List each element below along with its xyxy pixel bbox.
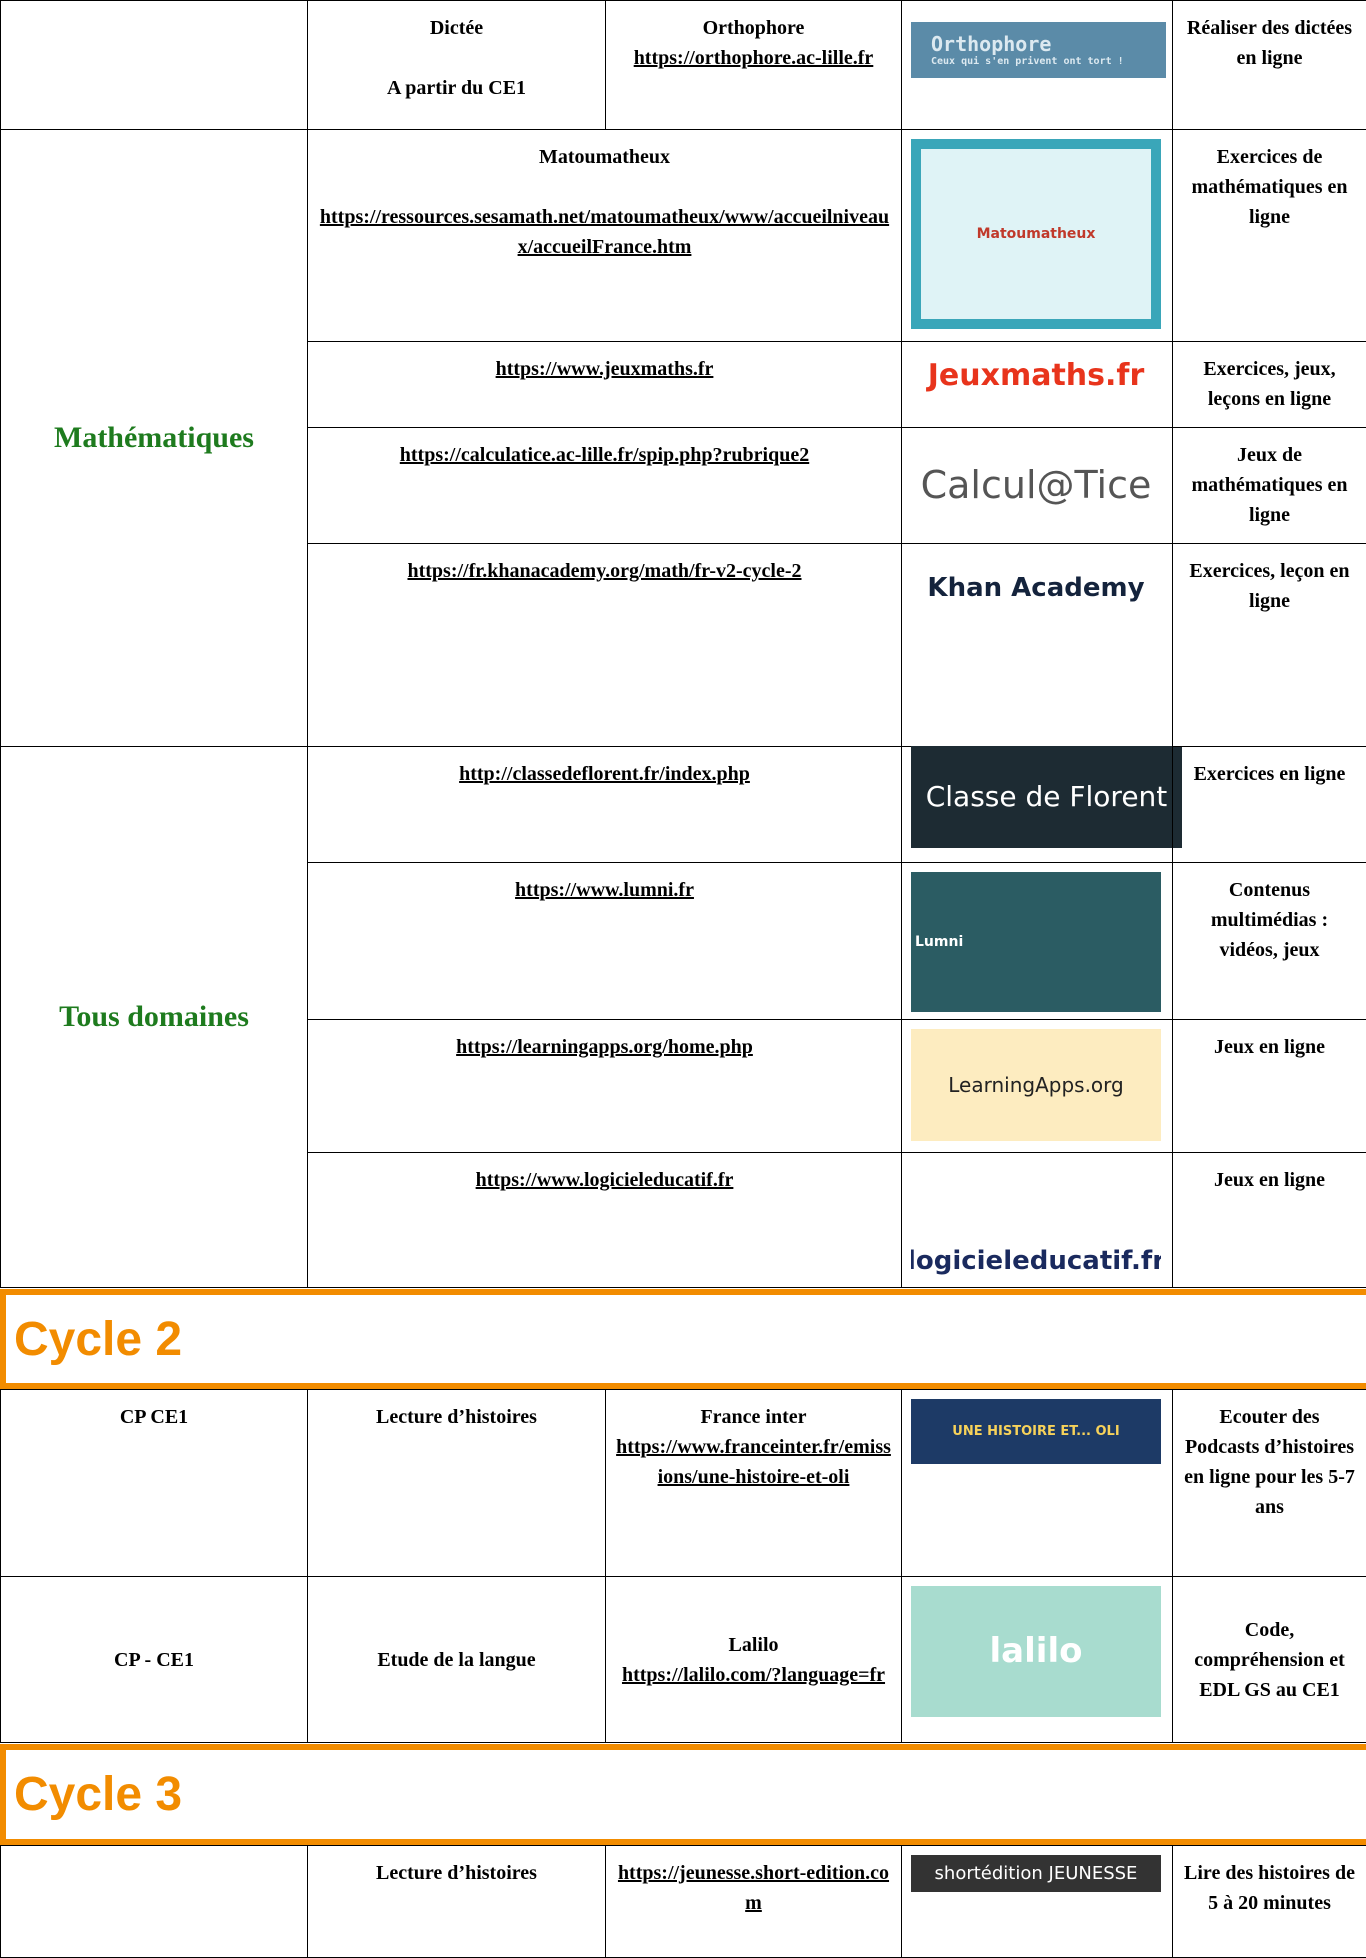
- logo-image: Calcul@Tice: [920, 463, 1152, 508]
- table-cell: [0, 0, 308, 130]
- table-cell: Dictée A partir du CE1: [307, 0, 606, 130]
- site-link[interactable]: https://fr.khanacademy.org/math/fr-v2-cy…: [407, 560, 802, 582]
- description: Jeux de mathématiques en ligne: [1191, 444, 1348, 526]
- table-cell: Matoumatheux https://ressources.sesamath.…: [307, 129, 902, 342]
- site-link[interactable]: http://classedeflorent.fr/index.php: [459, 763, 750, 785]
- table-cell: Lecture d’histoires: [307, 1845, 606, 1958]
- table-cell: https://calculatice.ac-lille.fr/spip.php…: [307, 427, 902, 544]
- description: Jeux en ligne: [1213, 1169, 1326, 1191]
- site-name: Matoumatheux: [538, 146, 671, 168]
- description: Ecouter des Podcasts d’histoires en lign…: [1184, 1406, 1355, 1518]
- description: Exercices, leçon en ligne: [1189, 560, 1350, 612]
- table-cell: Réaliser des dictées en ligne: [1172, 0, 1366, 130]
- logo-image: Orthophore Ceux qui s'en privent ont tort…: [911, 22, 1166, 78]
- table-cell: Orthophore https://orthophore.ac-lille.fr: [605, 0, 902, 130]
- site-link[interactable]: https://jeunesse.short-edition.com: [617, 1862, 890, 1914]
- description: Code, compréhension et EDL GS au CE1: [1194, 1618, 1345, 1701]
- table-cell: https://fr.khanacademy.org/math/fr-v2-cy…: [307, 543, 902, 747]
- site-link[interactable]: https://ressources.sesamath.net/matoumat…: [319, 206, 890, 258]
- table-cell: Exercices, leçon en ligne: [1172, 543, 1366, 747]
- table-cell: Jeux en ligne: [1172, 1152, 1366, 1288]
- table-cell: Exercices en ligne: [1172, 746, 1366, 863]
- description: Contenus multimédias : vidéos, jeux: [1210, 879, 1329, 961]
- table-cell: https://learningapps.org/home.php: [307, 1019, 902, 1153]
- description: Exercices, jeux, leçons en ligne: [1203, 358, 1336, 410]
- site-link[interactable]: https://www.franceinter.fr/emissions/une…: [616, 1436, 891, 1488]
- logo-image: lalilo: [911, 1586, 1161, 1717]
- activity-label: Etude de la langue: [377, 1648, 536, 1671]
- description: Exercices en ligne: [1193, 763, 1346, 785]
- table-cell: Exercices de mathématiques en ligne: [1172, 129, 1366, 342]
- logo-tagline: Ceux qui s'en privent ont tort !: [931, 56, 1124, 67]
- cycle-header: Cycle 2: [0, 1289, 1366, 1389]
- table-cell: https://www.jeuxmaths.fr: [307, 341, 902, 428]
- table-cell: https://www.lumni.fr: [307, 862, 902, 1020]
- cycle-title: Cycle 3: [14, 1768, 183, 1821]
- site-link[interactable]: https://learningapps.org/home.php: [456, 1036, 753, 1058]
- activity-label: Lecture d’histoires: [376, 1862, 537, 1884]
- table-cell: https://www.logicieleducatif.fr: [307, 1152, 902, 1288]
- logo-image: shortédition JEUNESSE: [911, 1855, 1161, 1892]
- activity-label: Lecture d’histoires: [376, 1406, 537, 1428]
- table-cell: http://classedeflorent.fr/index.php: [307, 746, 902, 863]
- level-label: CP - CE1: [114, 1648, 194, 1671]
- table-cell: Exercices, jeux, leçons en ligne: [1172, 341, 1366, 428]
- description: Réaliser des dictées en ligne: [1186, 17, 1353, 69]
- table-cell: Jeux en ligne: [1172, 1019, 1366, 1153]
- table-cell: Jeux de mathématiques en ligne: [1172, 427, 1366, 544]
- level-label: CP CE1: [119, 1406, 189, 1428]
- table-cell: https://jeunesse.short-edition.com: [605, 1845, 902, 1958]
- table-cell: Lire des histoires de 5 à 20 minutes: [1172, 1845, 1366, 1958]
- logo-image: Lumni: [911, 872, 1161, 1012]
- description: Lire des histoires de 5 à 20 minutes: [1184, 1862, 1355, 1914]
- level-label: A partir du CE1: [386, 77, 527, 99]
- description: Exercices de mathématiques en ligne: [1191, 146, 1348, 228]
- logo-image: LearningApps.org: [911, 1029, 1161, 1141]
- logo-image: logicieleducatif.fr: [911, 1245, 1161, 1276]
- site-name: Lalilo: [728, 1633, 779, 1656]
- site-name: France inter: [700, 1406, 807, 1428]
- site-link[interactable]: https://www.logicieleducatif.fr: [475, 1169, 734, 1191]
- site-link[interactable]: https://www.lumni.fr: [515, 879, 694, 901]
- description: Jeux en ligne: [1213, 1036, 1326, 1058]
- logo-image: Jeuxmaths.fr: [927, 358, 1145, 393]
- logo-text: Orthophore: [931, 32, 1052, 56]
- subject-label: Dictée: [429, 17, 484, 39]
- site-link[interactable]: https://lalilo.com/?language=fr: [621, 1663, 886, 1686]
- table-cell: Contenus multimédias : vidéos, jeux: [1172, 862, 1366, 1020]
- section-title: Mathématiques: [54, 421, 254, 454]
- table-cell: Ecouter des Podcasts d’histoires en lign…: [1172, 1389, 1366, 1577]
- table-cell: Mathématiques: [0, 129, 308, 747]
- cycle-title: Cycle 2: [14, 1312, 183, 1366]
- site-link[interactable]: https://calculatice.ac-lille.fr/spip.php…: [399, 444, 810, 466]
- table-cell: Lecture d’histoires: [307, 1389, 606, 1577]
- table-cell: Lalilo https://lalilo.com/?language=fr: [605, 1576, 902, 1743]
- site-link[interactable]: https://orthophore.ac-lille.fr: [633, 47, 874, 69]
- table-cell: CP - CE1: [0, 1576, 308, 1743]
- table-cell: [0, 1845, 308, 1958]
- logo-image: Khan Academy: [927, 573, 1145, 604]
- cycle-header: Cycle 3: [0, 1744, 1366, 1845]
- table-cell: Tous domaines: [0, 746, 308, 1288]
- site-name: Orthophore: [702, 17, 805, 39]
- section-title: Tous domaines: [59, 1000, 249, 1033]
- site-link[interactable]: https://www.jeuxmaths.fr: [495, 358, 714, 380]
- logo-image: Classe de Florent: [911, 746, 1182, 848]
- table-cell: Code, compréhension et EDL GS au CE1: [1172, 1576, 1366, 1743]
- logo-image: Matoumatheux: [911, 139, 1161, 329]
- table-cell: CP CE1: [0, 1389, 308, 1577]
- table-cell: France inter https://www.franceinter.fr/e…: [605, 1389, 902, 1577]
- logo-image: UNE HISTOIRE ET... OLI: [911, 1399, 1161, 1464]
- table-cell: Etude de la langue: [307, 1576, 606, 1743]
